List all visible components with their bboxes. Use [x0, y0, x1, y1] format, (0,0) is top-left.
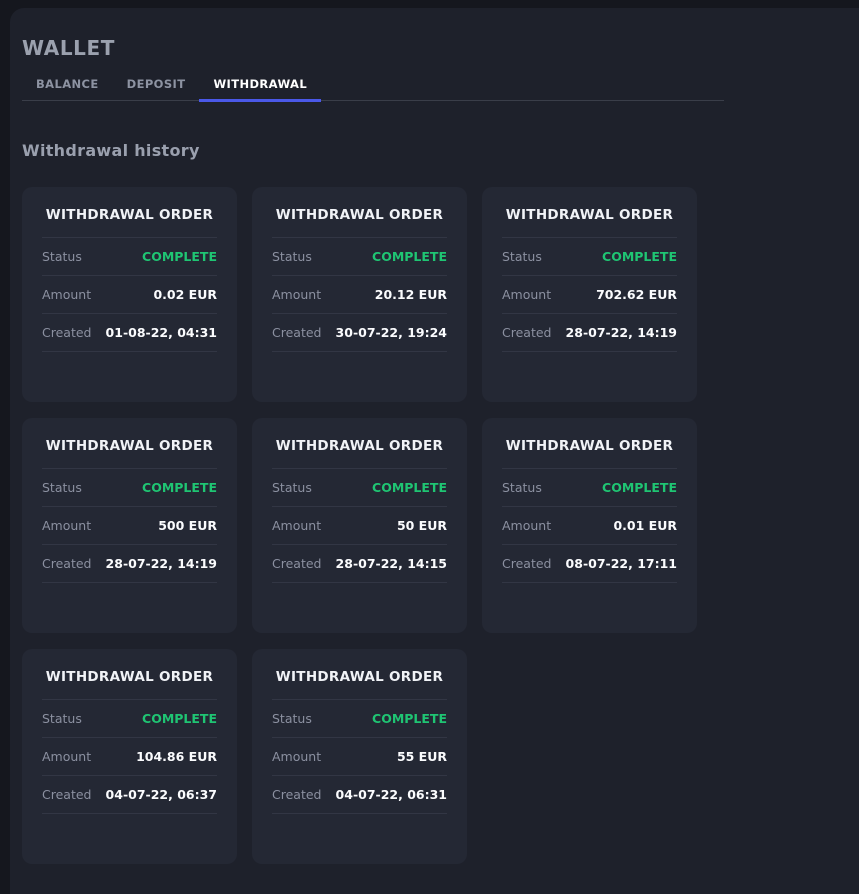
tab-withdrawal[interactable]: WITHDRAWAL [199, 77, 322, 102]
amount-row: Amount 702.62 EUR [502, 276, 677, 314]
tab-deposit[interactable]: DEPOSIT [126, 77, 186, 91]
created-label: Created [42, 325, 92, 340]
status-row: Status COMPLETE [502, 469, 677, 507]
created-row: Created 08-07-22, 17:11 [502, 545, 677, 583]
created-row: Created 30-07-22, 19:24 [272, 314, 447, 352]
amount-value: 702.62 EUR [596, 287, 677, 302]
amount-label: Amount [42, 749, 92, 764]
card-title: WITHDRAWAL ORDER [42, 418, 217, 469]
amount-label: Amount [42, 518, 92, 533]
status-row: Status COMPLETE [272, 238, 447, 276]
created-value: 28-07-22, 14:15 [335, 556, 447, 571]
amount-value: 0.01 EUR [613, 518, 677, 533]
status-value: COMPLETE [372, 249, 447, 264]
created-row: Created 04-07-22, 06:31 [272, 776, 447, 814]
status-value: COMPLETE [372, 480, 447, 495]
withdrawal-order-card: WITHDRAWAL ORDER Status COMPLETE Amount … [22, 649, 237, 864]
withdrawal-order-card: WITHDRAWAL ORDER Status COMPLETE Amount … [482, 187, 697, 402]
withdrawal-order-card: WITHDRAWAL ORDER Status COMPLETE Amount … [252, 187, 467, 402]
withdrawal-cards-grid: WITHDRAWAL ORDER Status COMPLETE Amount … [22, 187, 859, 864]
created-value: 28-07-22, 14:19 [105, 556, 217, 571]
amount-value: 500 EUR [158, 518, 217, 533]
status-row: Status COMPLETE [42, 469, 217, 507]
amount-row: Amount 20.12 EUR [272, 276, 447, 314]
amount-label: Amount [272, 518, 322, 533]
status-label: Status [272, 711, 312, 726]
status-value: COMPLETE [142, 711, 217, 726]
created-row: Created 28-07-22, 14:19 [42, 545, 217, 583]
status-row: Status COMPLETE [272, 700, 447, 738]
created-value: 04-07-22, 06:31 [335, 787, 447, 802]
status-row: Status COMPLETE [42, 238, 217, 276]
wallet-panel: WALLET BALANCE DEPOSIT WITHDRAWAL Withdr… [10, 8, 859, 894]
status-value: COMPLETE [142, 249, 217, 264]
status-label: Status [272, 249, 312, 264]
created-label: Created [502, 325, 552, 340]
status-value: COMPLETE [142, 480, 217, 495]
card-title: WITHDRAWAL ORDER [272, 187, 447, 238]
status-label: Status [42, 711, 82, 726]
status-value: COMPLETE [372, 711, 447, 726]
amount-row: Amount 104.86 EUR [42, 738, 217, 776]
created-label: Created [272, 787, 322, 802]
created-row: Created 28-07-22, 14:19 [502, 314, 677, 352]
amount-value: 20.12 EUR [374, 287, 447, 302]
amount-row: Amount 500 EUR [42, 507, 217, 545]
amount-label: Amount [272, 287, 322, 302]
section-heading: Withdrawal history [22, 141, 200, 160]
withdrawal-order-card: WITHDRAWAL ORDER Status COMPLETE Amount … [252, 649, 467, 864]
created-row: Created 28-07-22, 14:15 [272, 545, 447, 583]
withdrawal-order-card: WITHDRAWAL ORDER Status COMPLETE Amount … [22, 418, 237, 633]
status-value: COMPLETE [602, 249, 677, 264]
amount-row: Amount 0.01 EUR [502, 507, 677, 545]
created-value: 04-07-22, 06:37 [105, 787, 217, 802]
created-value: 08-07-22, 17:11 [565, 556, 677, 571]
status-label: Status [42, 480, 82, 495]
withdrawal-order-card: WITHDRAWAL ORDER Status COMPLETE Amount … [252, 418, 467, 633]
created-label: Created [42, 787, 92, 802]
wallet-tabs: BALANCE DEPOSIT WITHDRAWAL [22, 77, 724, 102]
card-title: WITHDRAWAL ORDER [272, 418, 447, 469]
status-label: Status [502, 249, 542, 264]
amount-label: Amount [502, 518, 552, 533]
card-title: WITHDRAWAL ORDER [502, 418, 677, 469]
amount-value: 55 EUR [396, 749, 447, 764]
status-label: Status [272, 480, 312, 495]
status-label: Status [42, 249, 82, 264]
created-value: 01-08-22, 04:31 [105, 325, 217, 340]
tab-balance[interactable]: BALANCE [36, 77, 99, 91]
amount-label: Amount [42, 287, 92, 302]
card-title: WITHDRAWAL ORDER [42, 649, 217, 700]
status-value: COMPLETE [602, 480, 677, 495]
card-title: WITHDRAWAL ORDER [42, 187, 217, 238]
card-title: WITHDRAWAL ORDER [272, 649, 447, 700]
page-title: WALLET [22, 36, 116, 60]
card-title: WITHDRAWAL ORDER [502, 187, 677, 238]
created-value: 30-07-22, 19:24 [335, 325, 447, 340]
status-row: Status COMPLETE [502, 238, 677, 276]
status-row: Status COMPLETE [272, 469, 447, 507]
amount-row: Amount 50 EUR [272, 507, 447, 545]
created-label: Created [272, 556, 322, 571]
amount-label: Amount [272, 749, 322, 764]
amount-value: 50 EUR [396, 518, 447, 533]
amount-value: 0.02 EUR [153, 287, 217, 302]
withdrawal-order-card: WITHDRAWAL ORDER Status COMPLETE Amount … [22, 187, 237, 402]
status-label: Status [502, 480, 542, 495]
status-row: Status COMPLETE [42, 700, 217, 738]
amount-row: Amount 55 EUR [272, 738, 447, 776]
withdrawal-order-card: WITHDRAWAL ORDER Status COMPLETE Amount … [482, 418, 697, 633]
created-label: Created [272, 325, 322, 340]
created-value: 28-07-22, 14:19 [565, 325, 677, 340]
amount-row: Amount 0.02 EUR [42, 276, 217, 314]
amount-value: 104.86 EUR [136, 749, 217, 764]
created-row: Created 04-07-22, 06:37 [42, 776, 217, 814]
created-label: Created [42, 556, 92, 571]
created-row: Created 01-08-22, 04:31 [42, 314, 217, 352]
amount-label: Amount [502, 287, 552, 302]
created-label: Created [502, 556, 552, 571]
